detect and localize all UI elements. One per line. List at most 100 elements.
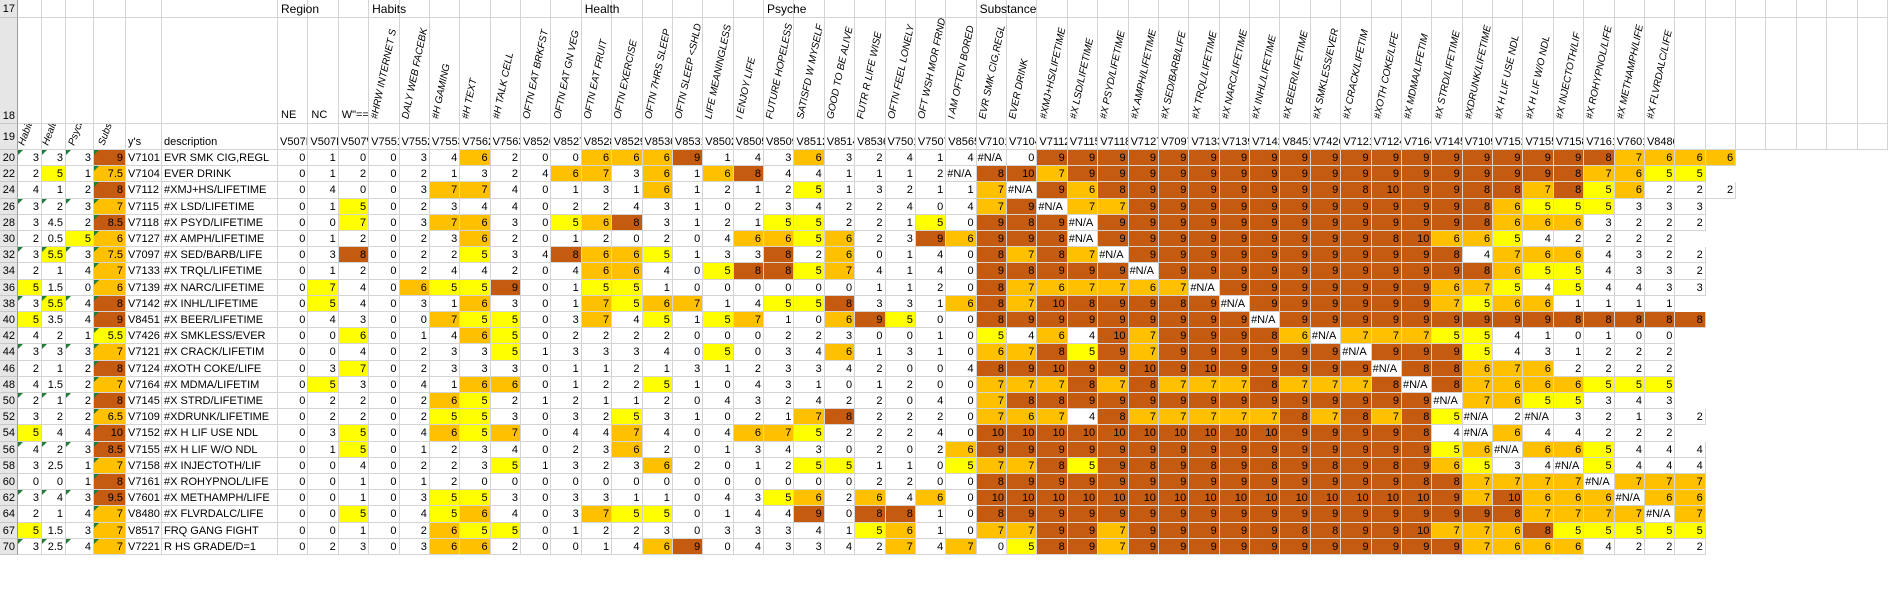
- data-cell[interactable]: V7127: [126, 231, 162, 248]
- data-cell[interactable]: 9: [1098, 344, 1129, 361]
- data-cell[interactable]: 9: [1341, 247, 1372, 264]
- data-cell[interactable]: 7: [1310, 409, 1342, 426]
- data-cell[interactable]: 9: [1432, 538, 1463, 555]
- data-cell[interactable]: 9: [976, 441, 1008, 458]
- data-cell[interactable]: #N/A: [1584, 474, 1615, 491]
- data-cell[interactable]: 10: [1341, 490, 1372, 507]
- data-cell[interactable]: 9: [1310, 360, 1342, 377]
- data-cell[interactable]: 3: [66, 344, 94, 361]
- data-cell[interactable]: 9: [1341, 425, 1372, 442]
- data-cell[interactable]: 0: [915, 312, 947, 329]
- data-cell[interactable]: 3: [1584, 214, 1615, 231]
- data-cell[interactable]: 1: [308, 231, 339, 248]
- data-cell[interactable]: 5: [460, 393, 491, 410]
- data-cell[interactable]: 1: [1523, 328, 1554, 345]
- header-cell[interactable]: [1553, 0, 1585, 18]
- data-cell[interactable]: 1: [915, 150, 947, 167]
- data-cell[interactable]: 9: [1067, 150, 1099, 167]
- data-cell[interactable]: 10: [1189, 360, 1220, 377]
- data-cell[interactable]: 4: [42, 490, 66, 507]
- data-cell[interactable]: 9: [1219, 231, 1251, 248]
- data-cell[interactable]: 2: [338, 409, 370, 426]
- data-cell[interactable]: 7: [1098, 279, 1129, 296]
- data-cell[interactable]: 4: [733, 538, 765, 555]
- data-cell[interactable]: 9: [1341, 393, 1372, 410]
- data-cell[interactable]: 10: [1158, 490, 1190, 507]
- data-cell[interactable]: 4: [490, 441, 522, 458]
- data-cell[interactable]: 9: [1401, 166, 1433, 183]
- data-cell[interactable]: 9: [1371, 312, 1402, 329]
- data-cell[interactable]: 0: [703, 409, 734, 426]
- data-cell[interactable]: 3: [551, 457, 582, 474]
- data-cell[interactable]: 6: [460, 214, 491, 231]
- data-cell[interactable]: 8: [1401, 360, 1433, 377]
- data-cell[interactable]: 9: [1462, 150, 1494, 167]
- data-cell[interactable]: 3: [460, 344, 491, 361]
- header-cell[interactable]: [1857, 18, 1888, 124]
- data-cell[interactable]: 8: [94, 295, 126, 312]
- data-cell[interactable]: 6: [1553, 441, 1585, 458]
- header-cell[interactable]: [1250, 0, 1281, 18]
- data-cell[interactable]: R HS GRADE/D=1: [162, 538, 278, 555]
- data-cell[interactable]: 6: [612, 247, 643, 264]
- data-cell[interactable]: 1: [672, 376, 704, 393]
- data-cell[interactable]: 1: [581, 360, 613, 377]
- data-cell[interactable]: 3: [794, 441, 825, 458]
- data-cell[interactable]: 0: [946, 263, 977, 280]
- header-cell[interactable]: V8536: [855, 124, 886, 150]
- data-cell[interactable]: 0: [521, 182, 552, 199]
- data-cell[interactable]: 7: [1219, 409, 1251, 426]
- data-cell[interactable]: 9: [1310, 231, 1342, 248]
- header-cell[interactable]: [66, 18, 94, 124]
- data-cell[interactable]: 0: [369, 312, 400, 329]
- data-cell[interactable]: 9: [1341, 506, 1372, 523]
- data-cell[interactable]: 0: [794, 279, 825, 296]
- header-cell[interactable]: V8505: [733, 124, 765, 150]
- row-header[interactable]: 62: [0, 490, 18, 507]
- data-cell[interactable]: 0: [369, 522, 400, 539]
- data-cell[interactable]: 9: [1219, 457, 1251, 474]
- header-cell[interactable]: V7601: [1614, 124, 1645, 150]
- header-cell[interactable]: [764, 0, 795, 18]
- data-cell[interactable]: 2: [1584, 360, 1615, 377]
- data-cell[interactable]: 3: [1614, 247, 1645, 264]
- data-cell[interactable]: 7: [429, 214, 461, 231]
- header-cell[interactable]: [308, 0, 339, 18]
- data-cell[interactable]: 7: [1493, 360, 1524, 377]
- data-cell[interactable]: 9: [1371, 538, 1402, 555]
- header-cell[interactable]: V8565: [946, 124, 977, 150]
- data-cell[interactable]: 9: [1371, 247, 1402, 264]
- data-cell[interactable]: 9: [1341, 279, 1372, 296]
- data-cell[interactable]: #N/A: [1037, 198, 1068, 215]
- data-cell[interactable]: 10: [1037, 425, 1068, 442]
- data-cell[interactable]: 10: [1371, 182, 1402, 199]
- data-cell[interactable]: 7: [581, 166, 613, 183]
- data-cell[interactable]: 3: [66, 441, 94, 458]
- data-cell[interactable]: 2: [308, 393, 339, 410]
- data-cell[interactable]: 4: [338, 279, 370, 296]
- data-cell[interactable]: 4: [42, 425, 66, 442]
- data-cell[interactable]: 8: [94, 393, 126, 410]
- data-cell[interactable]: 0: [946, 522, 977, 539]
- data-cell[interactable]: 2: [855, 393, 886, 410]
- data-cell[interactable]: 9: [1007, 312, 1038, 329]
- data-cell[interactable]: 0: [946, 328, 977, 345]
- data-cell[interactable]: 0: [672, 344, 704, 361]
- data-cell[interactable]: 9: [1219, 328, 1251, 345]
- data-cell[interactable]: 6: [460, 231, 491, 248]
- data-cell[interactable]: 7: [885, 538, 916, 555]
- header-cell[interactable]: EVR SMK CIG,REGL: [976, 18, 1008, 124]
- data-cell[interactable]: 4: [764, 506, 795, 523]
- data-cell[interactable]: 5: [338, 198, 370, 215]
- row-header[interactable]: 58: [0, 457, 18, 474]
- header-cell[interactable]: V8527: [551, 124, 582, 150]
- data-cell[interactable]: 9: [1371, 344, 1402, 361]
- header-cell[interactable]: V507NC: [308, 124, 339, 150]
- data-cell[interactable]: 9: [1341, 457, 1372, 474]
- data-cell[interactable]: 9: [1250, 344, 1281, 361]
- header-cell[interactable]: [1128, 0, 1159, 18]
- header-cell[interactable]: [1796, 18, 1828, 124]
- data-cell[interactable]: 1: [824, 166, 856, 183]
- data-cell[interactable]: 3: [308, 360, 339, 377]
- data-cell[interactable]: 2: [551, 328, 582, 345]
